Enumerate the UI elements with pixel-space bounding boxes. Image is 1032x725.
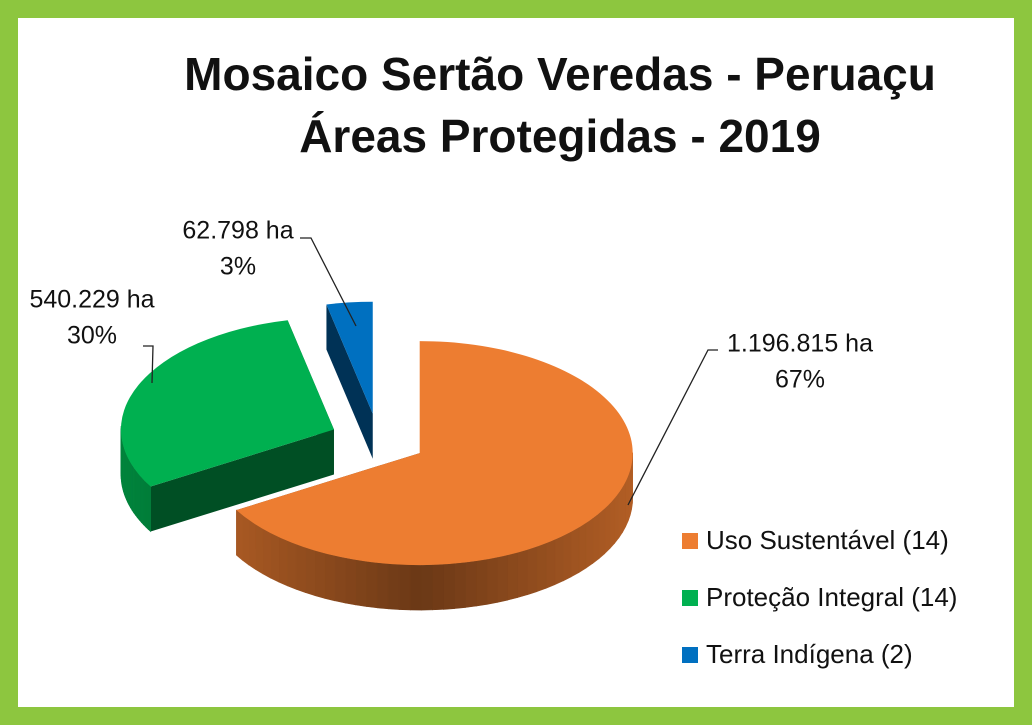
slice-wall (305, 547, 316, 597)
legend-label: Terra Indígena (2) (706, 639, 913, 669)
slice-top (120, 320, 334, 487)
legend-label: Proteção Integral (14) (706, 582, 957, 612)
slice-side (150, 429, 334, 532)
slice-wall (443, 563, 455, 610)
slice-wall (622, 480, 626, 534)
legend-swatch (682, 533, 698, 549)
data-label: 62.798 ha (182, 217, 293, 245)
slice-wall (486, 556, 498, 605)
leader-line (300, 237, 357, 327)
slice-wall (376, 562, 389, 610)
data-label: 3% (220, 253, 256, 281)
slice-wall (409, 564, 422, 611)
slice-wall (598, 507, 606, 560)
slice-wall (592, 512, 600, 565)
slice-side (326, 304, 373, 459)
slice-wall (324, 552, 336, 602)
slice-wall (248, 519, 256, 571)
slice-top (326, 301, 373, 414)
slice-wall (614, 491, 620, 544)
slice-wall (545, 539, 556, 589)
legend-label: Uso Sustentável (14) (706, 525, 949, 555)
slice-wall (355, 559, 367, 607)
slice-wall (147, 483, 151, 533)
slice-wall (536, 542, 547, 593)
slice-wall (314, 550, 326, 599)
slice-wall (334, 555, 346, 604)
data-label: 540.229 ha (29, 286, 154, 314)
slice-wall (562, 531, 572, 582)
slice-wall (585, 517, 594, 569)
legend-swatch (682, 590, 698, 606)
slice-wall (143, 478, 147, 528)
data-label: 67% (775, 366, 825, 394)
leader-line (143, 345, 154, 384)
slice-top (236, 341, 633, 566)
leader-line (627, 349, 718, 506)
slice-wall (421, 564, 433, 611)
legend-swatch (682, 647, 698, 663)
slice-wall (366, 561, 378, 609)
slice-wall (625, 475, 629, 527)
chart-title: Áreas Protegidas - 2019 (299, 110, 821, 162)
slice-wall (507, 552, 518, 601)
slice-wall (140, 476, 144, 526)
data-label: 30% (67, 322, 117, 350)
slice-wall (527, 546, 538, 596)
chart-title: Mosaico Sertão Veredas - Peruaçu (184, 48, 936, 100)
slice-wall (344, 557, 356, 606)
slice-wall (554, 535, 564, 586)
slice-wall (236, 509, 243, 561)
slice-wall (609, 497, 616, 550)
slice-wall (255, 523, 264, 575)
slice-wall (604, 502, 611, 555)
slice-wall (570, 527, 580, 578)
slice-wall (387, 563, 400, 610)
slice-wall (578, 522, 587, 574)
slice (120, 320, 334, 533)
slice (326, 301, 373, 459)
slice-wall (465, 560, 477, 608)
slice-wall (618, 486, 623, 539)
slice-wall (138, 474, 142, 524)
slice-wall (242, 514, 249, 566)
slice (236, 341, 633, 611)
slice-wall (432, 564, 444, 611)
slice-wall (295, 543, 306, 594)
slice-wall (270, 532, 280, 583)
slice-wall (454, 562, 466, 609)
slice-wall (398, 564, 411, 611)
slice-wall (497, 554, 508, 603)
data-label: 1.196.815 ha (727, 330, 873, 358)
slice-wall (286, 540, 297, 590)
slice-wall (278, 536, 288, 587)
slice-wall (517, 549, 528, 598)
slice-wall (476, 558, 488, 607)
slice-wall (145, 481, 149, 530)
slice-wall (262, 528, 271, 579)
